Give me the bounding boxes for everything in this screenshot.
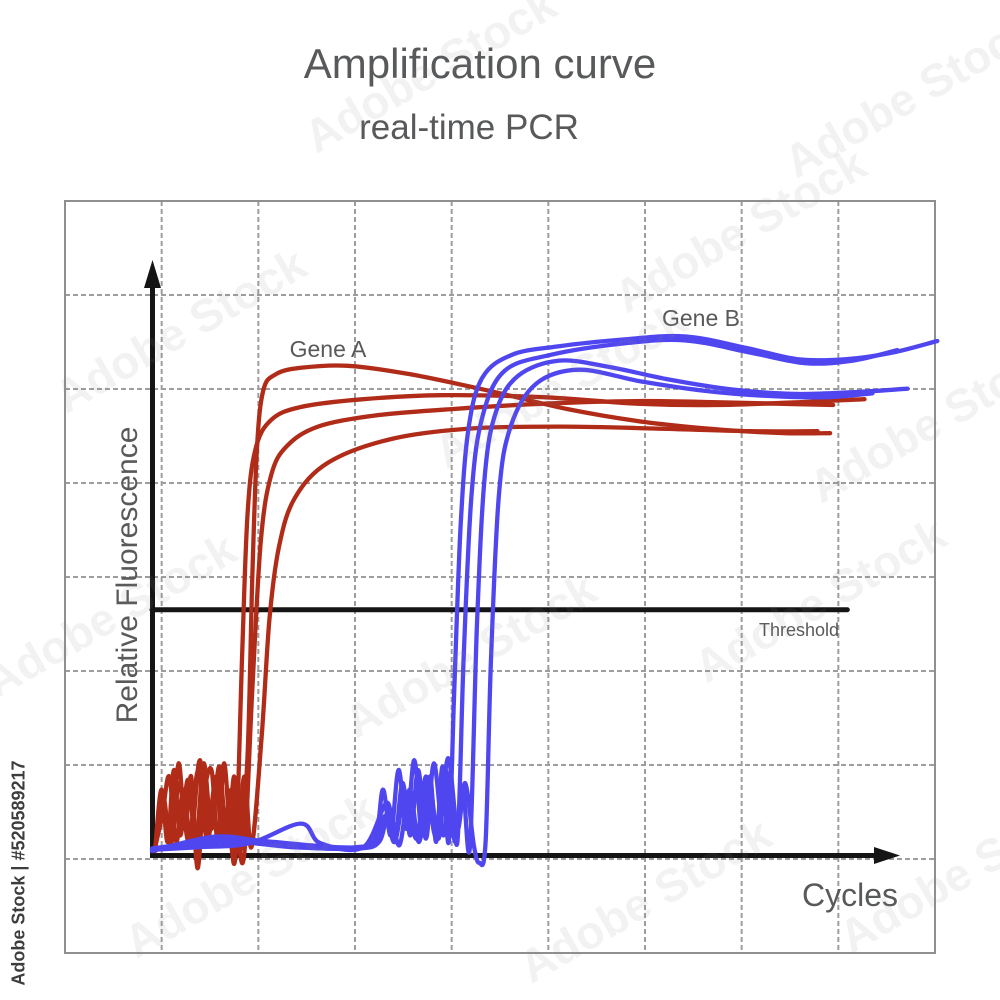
chart-title: Amplification curve: [303, 40, 657, 87]
gene-a-label: Gene A: [290, 336, 367, 362]
grid-border: [64, 200, 936, 954]
amplification-curves: [149, 333, 940, 871]
y-axis-arrowhead: [144, 260, 161, 288]
x-axis-label: Cycles: [802, 877, 898, 913]
gene-b-label: Gene B: [662, 305, 740, 331]
gene-b-curve: [149, 333, 940, 851]
gene-b-curve: [149, 367, 875, 868]
y-axis-label: Relative Fluorescence: [111, 427, 144, 724]
chart-subtitle: real-time PCR: [359, 108, 579, 147]
gene-b-curve: [149, 337, 900, 853]
threshold-label: Threshold: [759, 620, 839, 640]
stock-id-watermark: Adobe Stock | #520589217: [8, 760, 29, 986]
x-axis-arrowhead: [874, 847, 900, 864]
axes: [144, 260, 900, 864]
